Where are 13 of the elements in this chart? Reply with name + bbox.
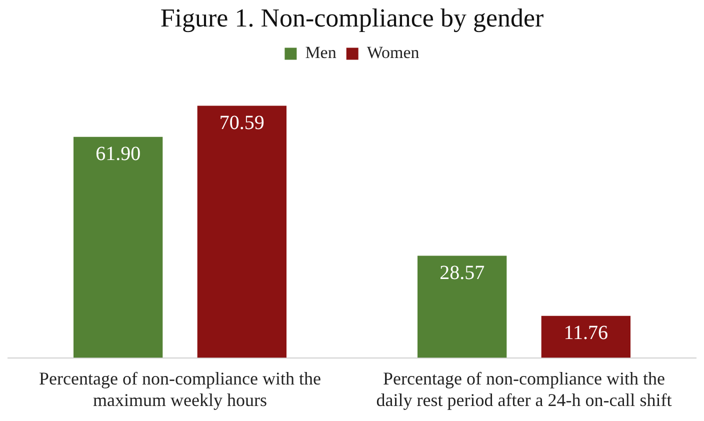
x-tick-label: Percentage of non-compliance with the daily rest period after a 24-h on-call shift bbox=[376, 368, 672, 410]
data-label: 28.57 bbox=[440, 262, 485, 284]
legend-label: Women bbox=[366, 43, 420, 62]
bar bbox=[418, 256, 507, 358]
bar bbox=[197, 106, 287, 358]
x-tick-label: Percentage of non-compliance with the maximum weekly hours bbox=[39, 368, 321, 410]
legend-label: Men bbox=[305, 43, 337, 62]
bar bbox=[541, 316, 631, 358]
data-label: 61.90 bbox=[96, 143, 141, 166]
bar bbox=[74, 136, 163, 358]
chart-title: Figure 1. Non-compliance by gender bbox=[160, 3, 544, 32]
data-label: 11.76 bbox=[564, 322, 608, 344]
data-label: 70.59 bbox=[219, 112, 264, 134]
